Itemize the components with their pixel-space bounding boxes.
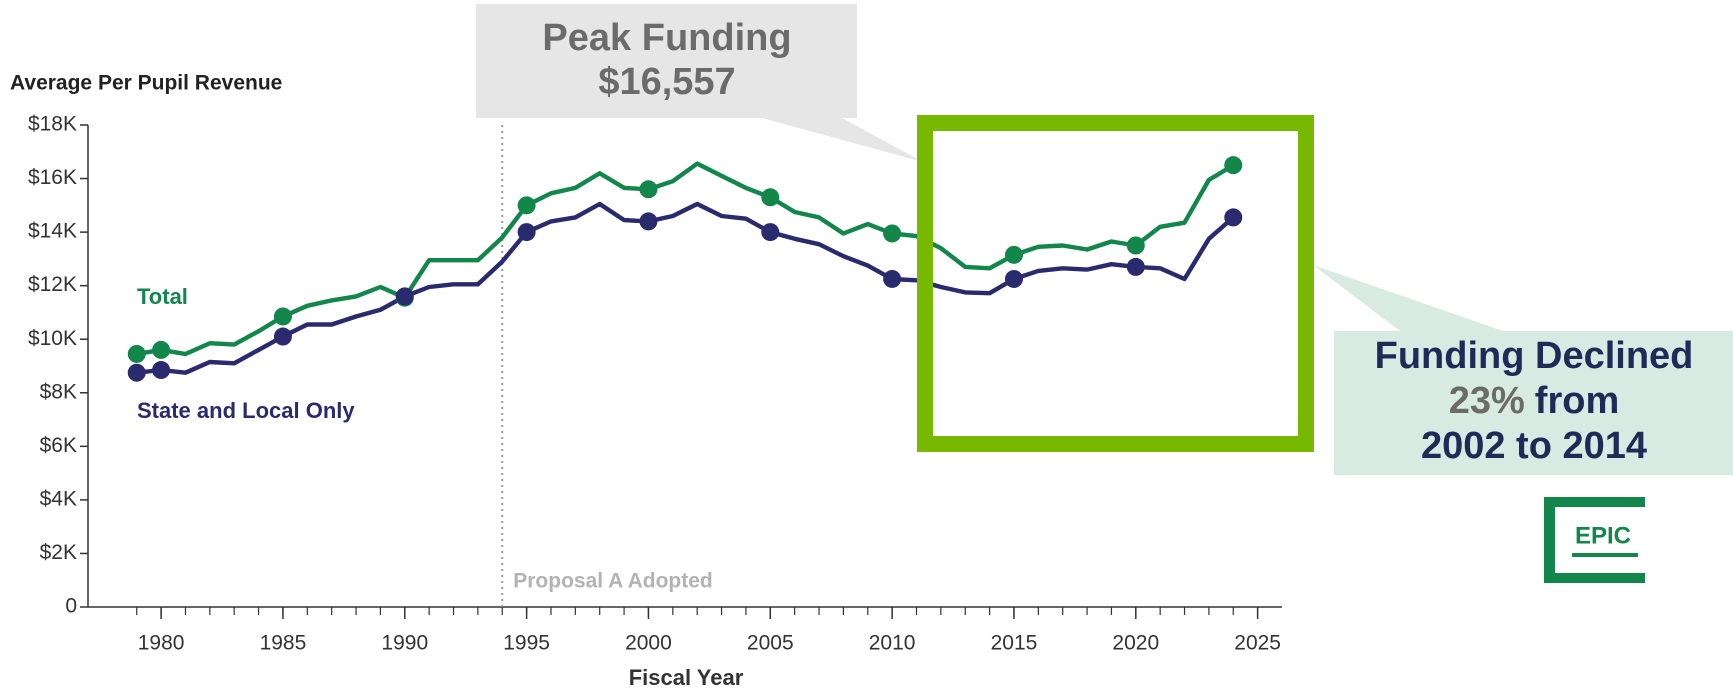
- series-marker: [273, 307, 292, 326]
- series-marker: [1126, 257, 1145, 276]
- callout-text: $16,557: [598, 61, 735, 103]
- series-marker: [127, 344, 146, 363]
- reference-label: Proposal A Adopted: [513, 570, 713, 593]
- logo-text: EPIC: [1575, 522, 1631, 549]
- series-marker: [152, 361, 171, 380]
- x-tick-label: 2025: [1234, 632, 1281, 655]
- logo-rule: [1572, 553, 1638, 557]
- callout-percent: 23%: [1449, 380, 1525, 422]
- series-line: [136, 201, 1235, 375]
- series-marker: [883, 269, 902, 288]
- callout-box: [476, 4, 857, 118]
- callout-text: Funding Declined: [1375, 335, 1694, 377]
- series-marker: [761, 188, 780, 207]
- series-marker: [1004, 245, 1023, 264]
- legend-label: Total: [137, 284, 188, 309]
- callout-text: 2002 to 2014: [1421, 425, 1647, 467]
- logo-bracket: [1544, 497, 1645, 583]
- x-tick-label: 1980: [138, 632, 185, 655]
- y-tick-label: $4K: [40, 487, 77, 510]
- x-tick-label: 1995: [503, 632, 550, 655]
- series-marker: [1126, 236, 1145, 255]
- callout-box: [1334, 331, 1733, 475]
- callout-pointer: [1313, 265, 1503, 331]
- series-marker: [152, 340, 171, 359]
- y-tick-label: $12K: [28, 273, 77, 296]
- callout-text: 23% from: [1449, 380, 1620, 422]
- callout-text: Peak Funding: [542, 17, 791, 59]
- peak-callout: Peak Funding $16,557: [476, 4, 923, 162]
- x-axis-label: Fiscal Year: [629, 665, 744, 690]
- y-tick-label: $8K: [40, 380, 77, 403]
- x-tick-label: 1985: [260, 632, 307, 655]
- series-marker: [1224, 156, 1243, 175]
- y-axis-label: Average Per Pupil Revenue: [10, 72, 282, 95]
- series-marker: [395, 287, 414, 306]
- x-tick-label: 2020: [1112, 632, 1159, 655]
- y-tick-label: 0: [65, 595, 77, 618]
- y-tick-label: $18K: [28, 113, 77, 136]
- series-marker: [517, 223, 536, 242]
- decline-callout: Funding Declined 23% from 2002 to 2014: [1313, 265, 1733, 475]
- callout-pointer: [762, 118, 923, 162]
- series-marker: [127, 363, 146, 382]
- callout-text: from: [1535, 380, 1619, 422]
- series-marker: [1004, 269, 1023, 288]
- y-tick-label: $14K: [28, 220, 77, 243]
- y-tick-label: $10K: [28, 327, 77, 350]
- y-tick-label: $2K: [40, 541, 77, 564]
- series-marker: [517, 196, 536, 215]
- series-marker: [273, 327, 292, 346]
- series-marker: [1224, 208, 1243, 227]
- x-tick-label: 2005: [747, 632, 794, 655]
- highlight-box: [917, 115, 1314, 452]
- x-tick-label: 1990: [381, 632, 428, 655]
- series-marker: [639, 180, 658, 199]
- y-tick-label: $6K: [40, 434, 77, 457]
- series-marker: [883, 224, 902, 243]
- x-tick-label: 2000: [625, 632, 672, 655]
- legend-label: State and Local Only: [137, 398, 355, 423]
- series-marker: [761, 223, 780, 242]
- y-tick-label: $16K: [28, 166, 77, 189]
- x-tick-label: 2010: [869, 632, 916, 655]
- series-line: [136, 161, 1235, 357]
- series-marker: [639, 212, 658, 231]
- logo: EPIC: [1544, 497, 1645, 583]
- x-tick-label: 2015: [991, 632, 1038, 655]
